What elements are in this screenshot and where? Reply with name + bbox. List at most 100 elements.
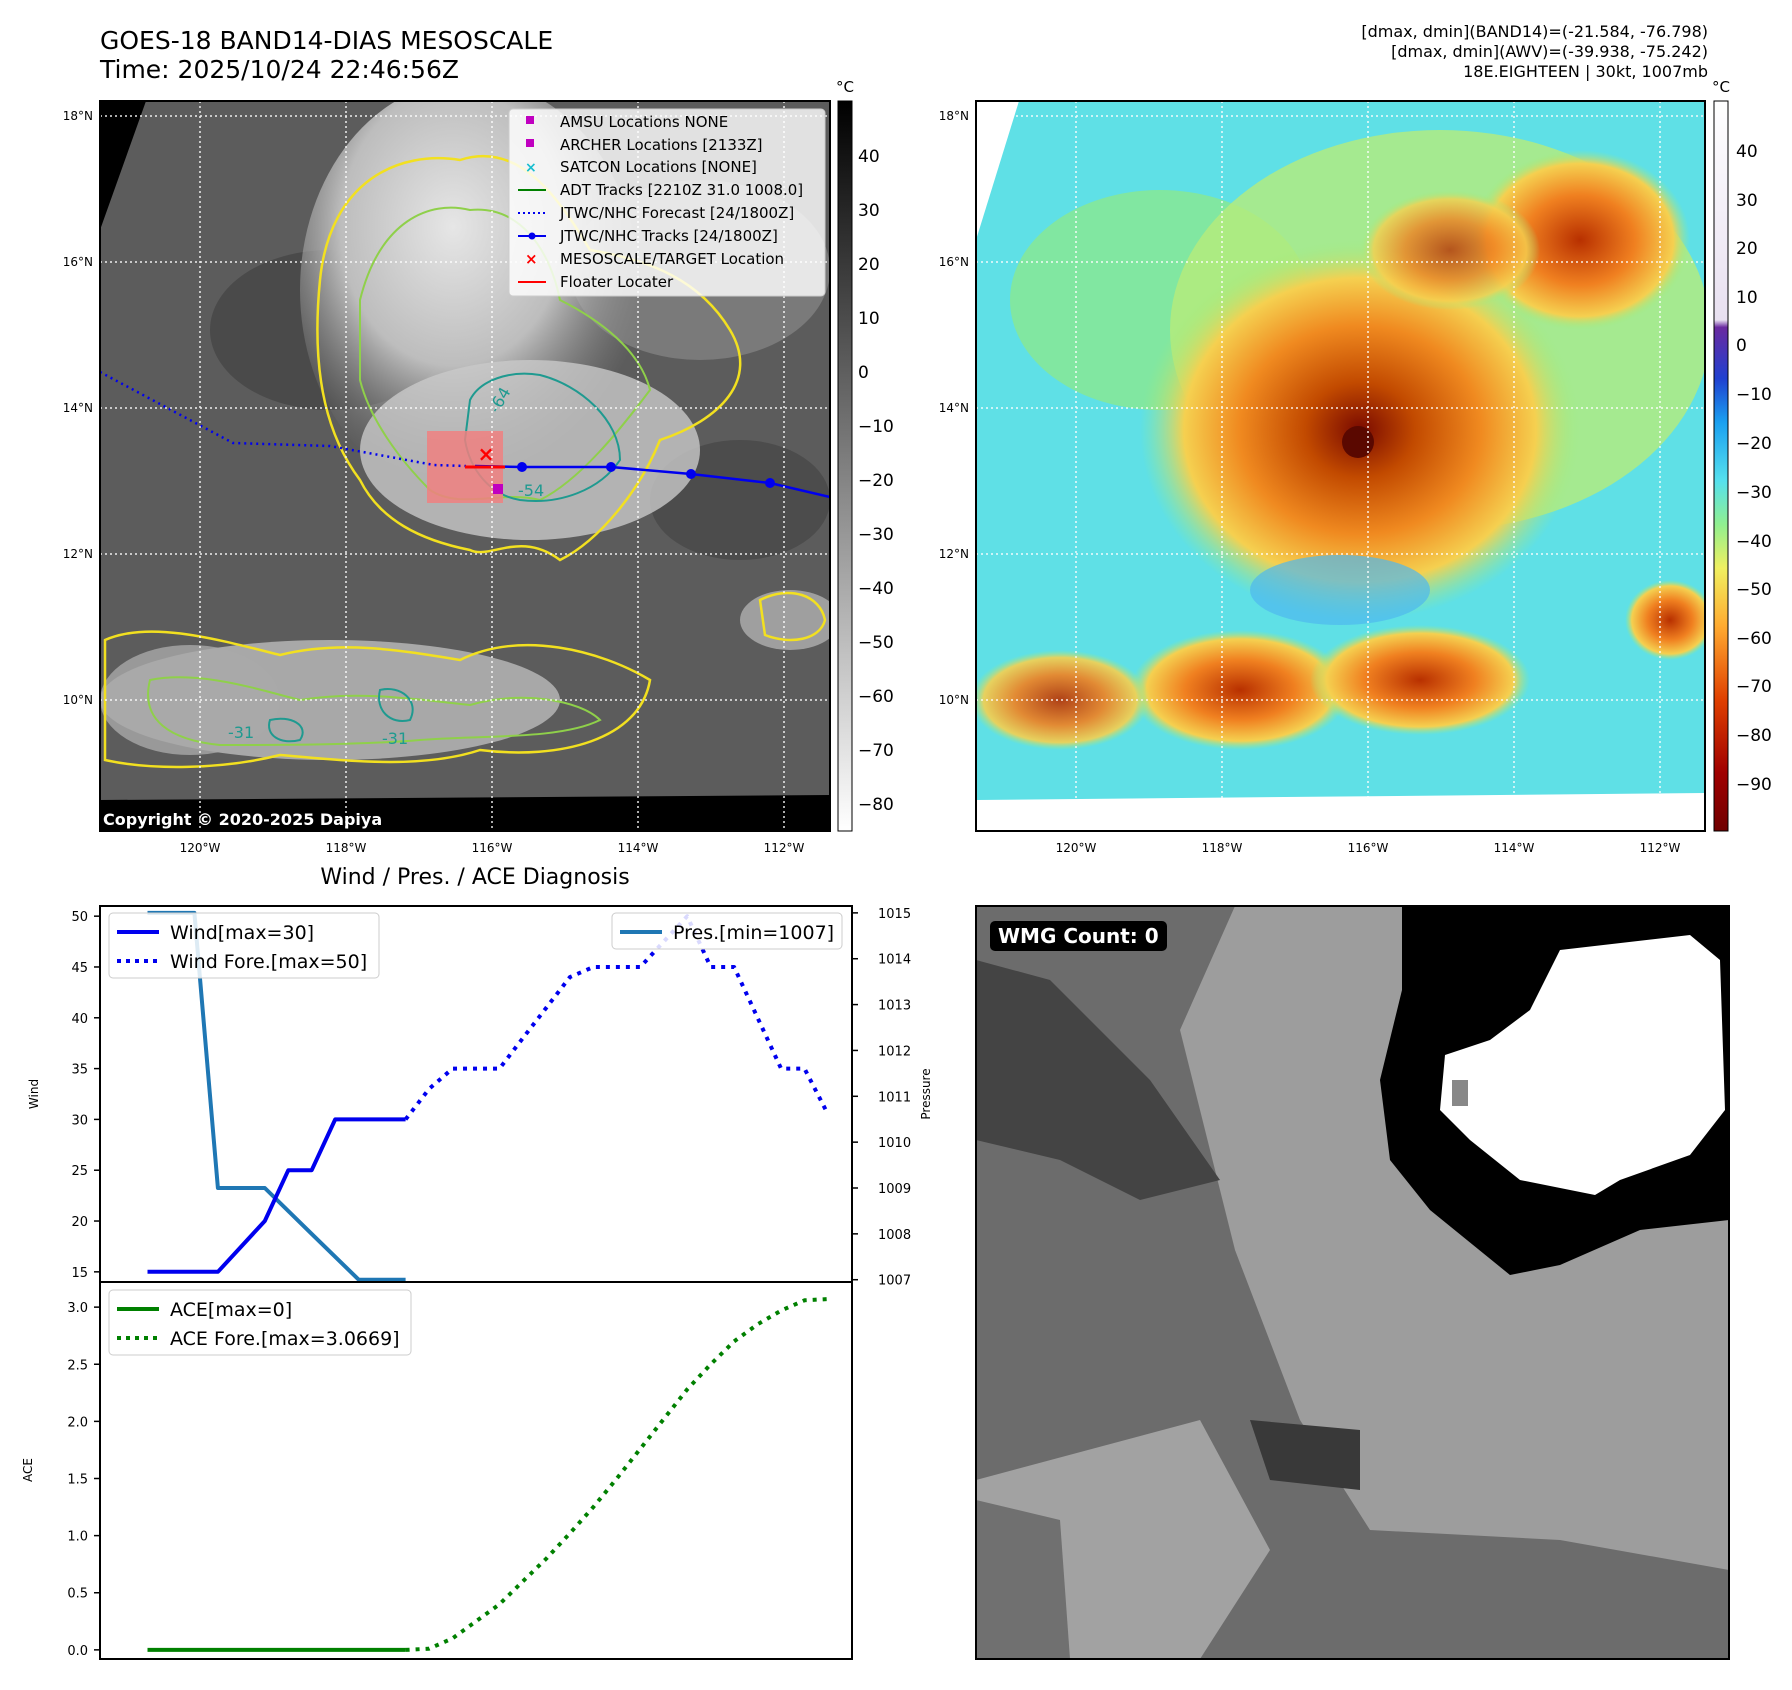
contour-label-31a: -31 bbox=[228, 723, 254, 742]
jtwc-track-points bbox=[517, 462, 775, 488]
legend-target-marker: × bbox=[525, 250, 538, 268]
legend-wind-fore: Wind Fore.[max=50] bbox=[170, 951, 367, 973]
awv-tick-m20: −20 bbox=[1736, 434, 1772, 454]
wind-tick-label: 45 bbox=[71, 961, 88, 976]
ir-lat-16: 16°N bbox=[63, 255, 93, 269]
wind-axis-label: Wind bbox=[27, 1079, 41, 1109]
ir-lat-10: 10°N bbox=[63, 693, 93, 707]
awv-lon-114: 114°W bbox=[1494, 841, 1535, 855]
legend-wind: Wind[max=30] bbox=[170, 922, 314, 944]
jtwc-track-line bbox=[474, 464, 830, 499]
ace-tick-label: 0.0 bbox=[67, 1644, 88, 1659]
title-line-2: Time: 2025/10/24 22:46:56Z bbox=[100, 55, 459, 84]
wind-forecast-series-line bbox=[404, 914, 830, 1121]
wind-series-line bbox=[147, 1117, 406, 1274]
pressure-legend bbox=[611, 912, 843, 950]
awv-lon-120: 120°W bbox=[1056, 841, 1097, 855]
contour-label-54: -54 bbox=[518, 481, 544, 500]
pressure-tick-label: 1012 bbox=[878, 1044, 911, 1059]
awv-lon-labels: 120°W 118°W 116°W 114°W 112°W bbox=[1056, 841, 1681, 855]
legend-floater: Floater Locater bbox=[560, 273, 674, 291]
legend-box bbox=[508, 108, 826, 297]
ir-lon-120: 120°W bbox=[180, 841, 221, 855]
awv-tick-m80: −80 bbox=[1736, 726, 1772, 746]
awv-tick-m40: −40 bbox=[1736, 532, 1772, 552]
awv-tick-40: 40 bbox=[1736, 142, 1758, 162]
legend-amsu-marker bbox=[526, 116, 534, 124]
ir-tick-m20: −20 bbox=[858, 471, 894, 491]
ir-tick-m10: −10 bbox=[858, 417, 894, 437]
info-band14: [dmax, dmin](BAND14)=(-21.584, -76.798) bbox=[1361, 22, 1708, 41]
legend-archer: ARCHER Locations [2133Z] bbox=[560, 136, 763, 154]
ir-tick-m60: −60 bbox=[858, 687, 894, 707]
ace-tick-label: 2.5 bbox=[67, 1358, 88, 1373]
awv-lon-112: 112°W bbox=[1640, 841, 1681, 855]
ir-tick-m40: −40 bbox=[858, 579, 894, 599]
ir-tick-m30: −30 bbox=[858, 525, 894, 545]
ace-legend bbox=[108, 1289, 412, 1356]
awv-tick-30: 30 bbox=[1736, 191, 1758, 211]
awv-map-panel: °C 40 30 20 10 0 −10 −20 −30 −40 −50 −60… bbox=[975, 78, 1772, 832]
ir-colorbar bbox=[837, 100, 853, 832]
mesoscale-target-marker: × bbox=[478, 442, 495, 466]
pressure-tick-label: 1015 bbox=[878, 907, 911, 922]
ir-tick-10: 10 bbox=[858, 309, 880, 329]
wind-tick-label: 15 bbox=[71, 1266, 88, 1281]
pressure-tick-label: 1014 bbox=[878, 953, 911, 968]
ace-series-group bbox=[147, 1297, 829, 1652]
wind-tick-label: 25 bbox=[71, 1164, 88, 1179]
figure-title: GOES-18 BAND14-DIAS MESOSCALE Time: 2025… bbox=[100, 26, 553, 84]
wind-pressure-chart: 15 20 25 30 35 40 45 50 1007 1008 1009 1010 1011 101… bbox=[27, 905, 933, 1289]
wind-legend bbox=[108, 912, 380, 979]
pressure-tick-label: 1013 bbox=[878, 999, 911, 1014]
ir-colorbar-unit: °C bbox=[836, 78, 854, 96]
awv-lat-12: 12°N bbox=[939, 547, 969, 561]
legend-amsu: AMSU Locations NONE bbox=[560, 113, 728, 131]
jtwc-forecast-line bbox=[100, 370, 467, 468]
figure-info: [dmax, dmin](BAND14)=(-21.584, -76.798) … bbox=[1361, 22, 1708, 82]
ir-lat-18: 18°N bbox=[63, 109, 93, 123]
ir-tick-0: 0 bbox=[858, 363, 869, 383]
pressure-axis-label: Pressure bbox=[919, 1068, 933, 1119]
awv-tick-0: 0 bbox=[1736, 336, 1747, 356]
pressure-y-ticks: 1007 1008 1009 1010 1011 1012 1013 1014 1015 bbox=[852, 907, 911, 1289]
wmg-panel bbox=[975, 905, 1730, 1660]
wind-y-ticks: 15 20 25 30 35 40 45 50 bbox=[71, 910, 100, 1281]
contour-label-31b: -31 bbox=[382, 729, 408, 748]
awv-lat-labels: 18°N 16°N 14°N 12°N 10°N bbox=[939, 109, 969, 707]
diagnosis-title: Wind / Pres. / ACE Diagnosis bbox=[320, 865, 629, 890]
ir-tick-m70: −70 bbox=[858, 741, 894, 761]
ir-lon-114: 114°W bbox=[618, 841, 659, 855]
awv-lat-16: 16°N bbox=[939, 255, 969, 269]
wmg-dark-region bbox=[976, 960, 1220, 1200]
ir-tick-30: 30 bbox=[858, 201, 880, 221]
pressure-tick-label: 1011 bbox=[878, 1090, 911, 1105]
ir-lat-14: 14°N bbox=[63, 401, 93, 415]
awv-map-frame bbox=[975, 100, 1706, 832]
info-storm: 18E.EIGHTEEN | 30kt, 1007mb bbox=[1463, 62, 1708, 81]
ace-tick-label: 2.0 bbox=[67, 1415, 88, 1430]
awv-lon-116: 116°W bbox=[1348, 841, 1389, 855]
ir-colorbar-ticks: 40 30 20 10 0 −10 −20 −30 −40 −50 −60 −7… bbox=[858, 147, 894, 815]
awv-lat-10: 10°N bbox=[939, 693, 969, 707]
legend-ace: ACE[max=0] bbox=[170, 1299, 292, 1321]
ace-axis-label: ACE bbox=[21, 1458, 35, 1482]
awv-colorbar-ticks: 40 30 20 10 0 −10 −20 −30 −40 −50 −60 −7… bbox=[1736, 142, 1772, 795]
ir-lat-labels: 18°N 16°N 14°N 12°N 10°N bbox=[63, 109, 93, 707]
ir-contour-yellow bbox=[103, 154, 827, 769]
ir-lon-116: 116°W bbox=[472, 841, 513, 855]
pressure-tick-label: 1010 bbox=[878, 1136, 911, 1151]
awv-tick-m10: −10 bbox=[1736, 385, 1772, 405]
legend-archer-marker bbox=[526, 139, 534, 147]
ir-tick-20: 20 bbox=[858, 255, 880, 275]
awv-gridlines bbox=[976, 101, 1705, 831]
ir-tick-40: 40 bbox=[858, 147, 880, 167]
pressure-tick-label: 1008 bbox=[878, 1228, 911, 1243]
title-line-1: GOES-18 BAND14-DIAS MESOSCALE bbox=[100, 26, 554, 55]
awv-tick-20: 20 bbox=[1736, 239, 1758, 259]
ace-chart: 0.0 0.5 1.0 1.5 2.0 2.5 3.0 ACE ACE[max=0] ACE… bbox=[21, 1281, 853, 1660]
ir-lon-labels: 120°W 118°W 116°W 114°W 112°W bbox=[180, 841, 805, 855]
ir-lon-118: 118°W bbox=[326, 841, 367, 855]
legend-forecast: JTWC/NHC Forecast [24/1800Z] bbox=[559, 204, 794, 222]
